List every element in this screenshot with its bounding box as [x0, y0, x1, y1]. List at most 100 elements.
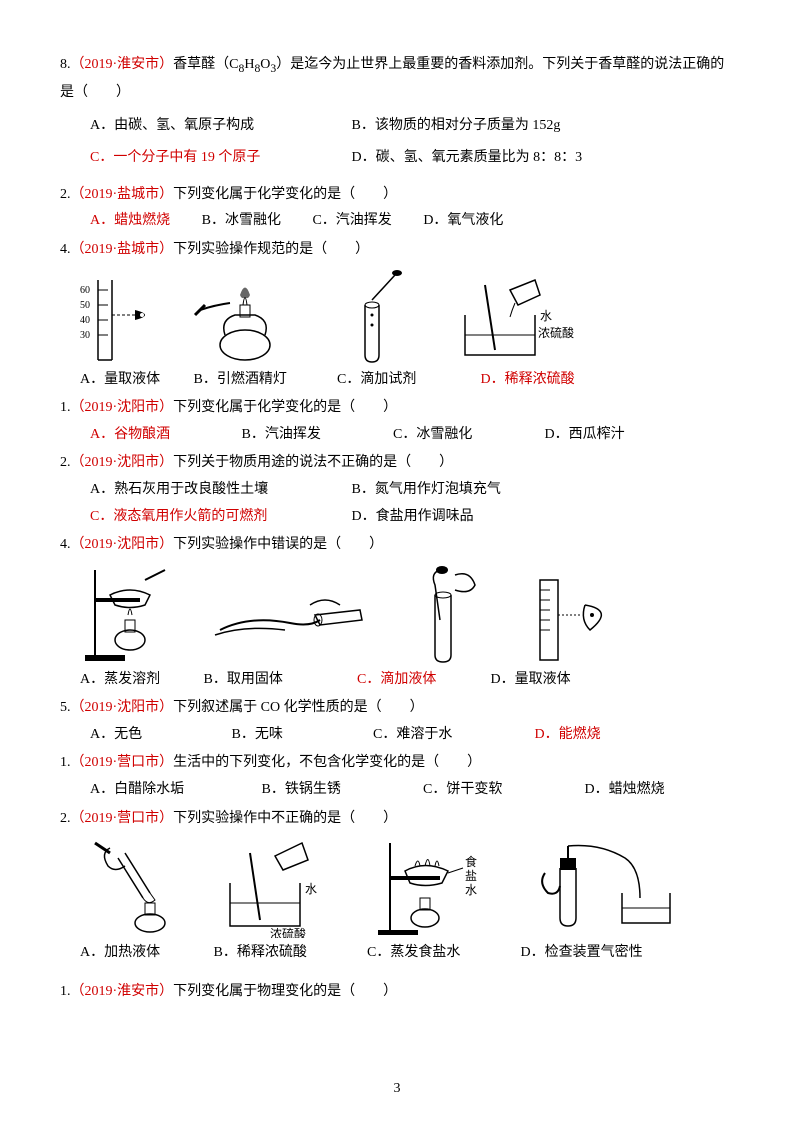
q5-opts: A．无色 B．无味 C．难溶于水 D．能燃烧 [60, 722, 734, 749]
q2b-num: 2. [60, 455, 71, 470]
q5-C: C．难溶于水 [373, 722, 503, 749]
question-4b: 4.（2019·沈阳市）下列实验操作中错误的是（ ） [60, 532, 734, 559]
q2c-capD: D．检查装置气密性 [521, 940, 643, 967]
q2a-num: 2. [60, 187, 71, 202]
question-1c: 1.（2019·淮安市）下列变化属于物理变化的是（ ） [60, 979, 734, 1006]
question-4a: 4.（2019·盐城市）下列实验操作规范的是（ ） [60, 237, 734, 264]
q2b-A: A．熟石灰用于改良酸性土壤 [90, 477, 320, 504]
q5-B: B．无味 [232, 722, 342, 749]
q4b-src: （2019·沈阳市） [71, 537, 174, 552]
q8-D: D．碳、氢、氧元素质量比为 8：8：3 [352, 145, 583, 172]
q1b-B: B．铁锅生锈 [262, 777, 392, 804]
q1c-num: 1. [60, 984, 71, 999]
q2a-D: D．氧气液化 [423, 208, 503, 235]
q2a-B: B．冰雪融化 [202, 208, 281, 235]
q1c-stem: 下列变化属于物理变化的是（ ） [173, 984, 397, 999]
q8-A: A．由碳、氢、氧原子构成 [90, 113, 320, 140]
take-solid-icon [210, 575, 370, 665]
q4a-stem: 下列实验操作规范的是（ ） [173, 242, 369, 257]
q1b-stem: 生活中的下列变化，不包含化学变化的是（ ） [173, 755, 481, 770]
label-salt2: 盐 [465, 869, 477, 883]
q1b-C: C．饼干变软 [423, 777, 553, 804]
q5-num: 5. [60, 700, 71, 715]
q4b-imgB [210, 575, 370, 665]
q1a-D: D．西瓜榨汁 [545, 422, 625, 449]
q2c-stem: 下列实验操作中不正确的是（ ） [173, 811, 397, 826]
q2b-src: （2019·沈阳市） [71, 455, 174, 470]
q1c-src: （2019·淮安市） [71, 984, 174, 999]
q4b-imgD [520, 570, 630, 665]
question-8: 8.（2019·淮安市）香草醛（C8H8O3）是迄今为止世界上最重要的香料添加剂… [60, 52, 734, 107]
q2b-C: C．液态氧用作火箭的可燃剂 [90, 504, 320, 531]
q4b-capB: B．取用固体 [204, 667, 354, 694]
q1b-D: D．蜡烛燃烧 [585, 777, 665, 804]
q8-opts-row1: A．由碳、氢、氧原子构成 B．该物质的相对分子质量为 152g [60, 113, 734, 140]
label-water2: 水 [305, 882, 317, 896]
label-acid: 浓硫酸 [538, 325, 574, 340]
q4b-num: 4. [60, 537, 71, 552]
q1b-num: 1. [60, 755, 71, 770]
q2c-num: 2. [60, 811, 71, 826]
q1a-B: B．汽油挥发 [242, 422, 362, 449]
q2b-B: B．氮气用作灯泡填充气 [352, 477, 501, 504]
q4b-images [60, 565, 734, 665]
q1b-src: （2019·营口市） [71, 755, 174, 770]
q2a-A: A．蜡烛燃烧 [90, 208, 170, 235]
question-2a: 2.（2019·盐城市）下列变化属于化学变化的是（ ） [60, 182, 734, 209]
q2c-capB: B．稀释浓硫酸 [214, 940, 364, 967]
q4a-capA: A．量取液体 [80, 367, 190, 394]
heat-liquid-icon [80, 838, 190, 938]
q2a-opts: A．蜡烛燃烧 B．冰雪融化 C．汽油挥发 D．氧气液化 [60, 208, 734, 235]
evaporate-salt-icon: 食 盐 水 [370, 838, 510, 938]
q2b-stem: 下列关于物质用途的说法不正确的是（ ） [173, 455, 453, 470]
q2a-src: （2019·盐城市） [71, 187, 174, 202]
q4a-capD: D．稀释浓硫酸 [481, 367, 575, 394]
q5-A: A．无色 [90, 722, 200, 749]
q2a-C: C．汽油挥发 [312, 208, 391, 235]
q4b-imgA [80, 565, 180, 665]
q2c-imgD [530, 838, 690, 938]
label-salt3: 水 [465, 883, 477, 897]
q4a-src: （2019·盐城市） [71, 242, 174, 257]
q1a-src: （2019·沈阳市） [71, 400, 174, 415]
q1b-opts: A．白醋除水垢 B．铁锅生锈 C．饼干变软 D．蜡烛燃烧 [60, 777, 734, 804]
q1a-C: C．冰雪融化 [393, 422, 513, 449]
q4a-images: 60 50 40 30 [60, 270, 734, 365]
q5-D: D．能燃烧 [535, 722, 601, 749]
q2c-imgC: 食 盐 水 [370, 838, 510, 938]
q1b-A: A．白醋除水垢 [90, 777, 230, 804]
q1a-A: A．谷物酿酒 [90, 422, 210, 449]
q2c-images: 水 浓硫酸 食 盐 水 [60, 838, 734, 938]
q4a-imgD: 水 浓硫酸 [440, 275, 580, 365]
q4a-imgC [330, 270, 410, 365]
label-water: 水 [540, 309, 552, 323]
q4b-imgC [400, 565, 490, 665]
svg-text:60: 60 [80, 285, 90, 296]
drop-liquid-icon [400, 565, 490, 665]
q1a-opts: A．谷物酿酒 B．汽油挥发 C．冰雪融化 D．西瓜榨汁 [60, 422, 734, 449]
q2b-opts2: C．液态氧用作火箭的可燃剂 D．食盐用作调味品 [60, 504, 734, 531]
read-cylinder-icon [520, 570, 630, 665]
evaporate-icon [80, 565, 180, 665]
q2c-imgA [80, 838, 190, 938]
q4b-capC: C．滴加液体 [357, 667, 487, 694]
q4a-capC: C．滴加试剂 [337, 367, 477, 394]
q2c-capC: C．蒸发食盐水 [367, 940, 517, 967]
q8-stem-pre: 8. [60, 57, 71, 72]
cylinder-eye-icon: 60 50 40 30 [80, 275, 160, 365]
q4a-imgB [190, 275, 300, 365]
q4a-num: 4. [60, 242, 71, 257]
q4a-captions: A．量取液体 B．引燃酒精灯 C．滴加试剂 D．稀释浓硫酸 [60, 367, 734, 394]
dilute-acid2-icon: 水 浓硫酸 [210, 838, 350, 938]
svg-text:40: 40 [80, 315, 90, 326]
q8-B: B．该物质的相对分子质量为 152g [352, 113, 561, 140]
svg-text:50: 50 [80, 300, 90, 311]
alcohol-lamp-icon [190, 275, 300, 365]
question-1b: 1.（2019·营口市）生活中的下列变化，不包含化学变化的是（ ） [60, 750, 734, 777]
q4b-captions: A．蒸发溶剂 B．取用固体 C．滴加液体 D．量取液体 [60, 667, 734, 694]
dropper-tube-icon [330, 270, 410, 365]
q1a-stem: 下列变化属于化学变化的是（ ） [173, 400, 397, 415]
q5-stem: 下列叙述属于 CO 化学性质的是（ ） [173, 700, 423, 715]
q2c-captions: A．加热液体 B．稀释浓硫酸 C．蒸发食盐水 D．检查装置气密性 [60, 940, 734, 967]
q4b-stem: 下列实验操作中错误的是（ ） [173, 537, 383, 552]
